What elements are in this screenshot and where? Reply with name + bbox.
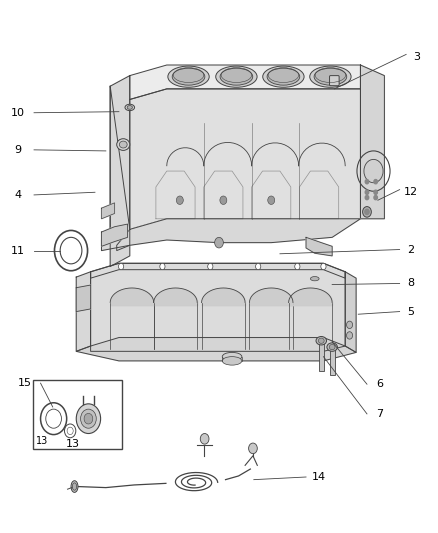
Text: 13: 13 <box>36 436 49 446</box>
Ellipse shape <box>327 343 337 351</box>
Circle shape <box>346 332 353 339</box>
Ellipse shape <box>119 141 127 148</box>
Text: 3: 3 <box>413 52 420 62</box>
Polygon shape <box>130 65 360 100</box>
Ellipse shape <box>311 277 319 281</box>
FancyBboxPatch shape <box>319 341 324 372</box>
Polygon shape <box>102 86 130 251</box>
Ellipse shape <box>329 344 335 350</box>
Text: 6: 6 <box>377 379 384 389</box>
Text: 7: 7 <box>377 409 384 419</box>
Circle shape <box>215 237 223 248</box>
Ellipse shape <box>71 481 78 492</box>
Ellipse shape <box>168 66 209 87</box>
Text: 4: 4 <box>14 190 21 200</box>
Text: 9: 9 <box>14 145 21 155</box>
Text: 12: 12 <box>403 187 417 197</box>
Ellipse shape <box>222 352 242 361</box>
Text: 8: 8 <box>407 278 414 288</box>
Polygon shape <box>76 285 91 312</box>
Polygon shape <box>102 203 115 219</box>
Circle shape <box>76 404 101 433</box>
Polygon shape <box>91 263 345 351</box>
Circle shape <box>365 209 369 215</box>
Circle shape <box>160 263 165 270</box>
Circle shape <box>321 263 326 270</box>
Ellipse shape <box>220 68 253 85</box>
Text: 13: 13 <box>66 439 80 449</box>
FancyBboxPatch shape <box>329 76 339 86</box>
Circle shape <box>220 196 227 205</box>
Circle shape <box>364 159 383 183</box>
Circle shape <box>249 443 257 454</box>
Ellipse shape <box>263 66 304 87</box>
Circle shape <box>118 263 124 270</box>
Ellipse shape <box>117 139 130 150</box>
Polygon shape <box>91 263 345 278</box>
Ellipse shape <box>127 106 132 109</box>
Circle shape <box>208 263 213 270</box>
Polygon shape <box>360 65 385 219</box>
FancyBboxPatch shape <box>33 381 122 449</box>
Circle shape <box>81 409 96 428</box>
Ellipse shape <box>316 336 327 345</box>
Circle shape <box>365 196 369 200</box>
Circle shape <box>346 321 353 328</box>
Ellipse shape <box>216 66 257 87</box>
Circle shape <box>365 180 369 184</box>
Circle shape <box>374 190 378 195</box>
Ellipse shape <box>125 104 134 111</box>
Circle shape <box>295 263 300 270</box>
Circle shape <box>177 196 184 205</box>
Circle shape <box>84 414 93 424</box>
Ellipse shape <box>310 66 351 87</box>
Ellipse shape <box>267 68 300 85</box>
Circle shape <box>374 180 378 184</box>
Text: 15: 15 <box>18 378 32 388</box>
Polygon shape <box>110 76 130 266</box>
Text: 14: 14 <box>312 472 326 482</box>
Polygon shape <box>102 224 127 246</box>
Polygon shape <box>306 237 332 256</box>
Circle shape <box>200 433 209 444</box>
Polygon shape <box>345 272 356 352</box>
FancyBboxPatch shape <box>330 347 335 375</box>
Text: 2: 2 <box>407 245 414 255</box>
Circle shape <box>365 190 369 195</box>
Polygon shape <box>76 272 91 351</box>
Polygon shape <box>76 337 356 361</box>
Circle shape <box>363 207 371 217</box>
Polygon shape <box>117 219 360 251</box>
Circle shape <box>255 263 261 270</box>
Circle shape <box>374 196 378 200</box>
Ellipse shape <box>222 357 242 365</box>
Text: 10: 10 <box>11 108 25 118</box>
Ellipse shape <box>72 483 77 490</box>
Ellipse shape <box>314 68 347 85</box>
Ellipse shape <box>318 338 324 343</box>
Polygon shape <box>130 89 360 229</box>
Text: 5: 5 <box>407 306 414 317</box>
Text: 11: 11 <box>11 246 25 256</box>
Ellipse shape <box>172 68 205 85</box>
Circle shape <box>268 196 275 205</box>
